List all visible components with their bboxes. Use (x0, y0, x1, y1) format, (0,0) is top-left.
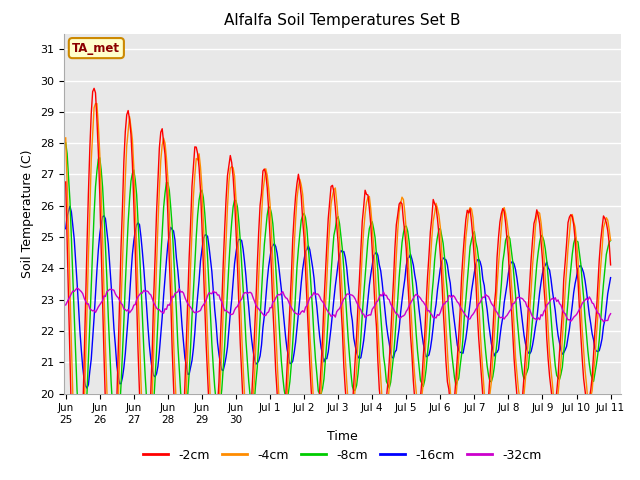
Title: Alfalfa Soil Temperatures Set B: Alfalfa Soil Temperatures Set B (224, 13, 461, 28)
Text: TA_met: TA_met (72, 42, 120, 55)
X-axis label: Time: Time (327, 431, 358, 444)
Legend: -2cm, -4cm, -8cm, -16cm, -32cm: -2cm, -4cm, -8cm, -16cm, -32cm (138, 444, 547, 467)
Y-axis label: Soil Temperature (C): Soil Temperature (C) (22, 149, 35, 278)
